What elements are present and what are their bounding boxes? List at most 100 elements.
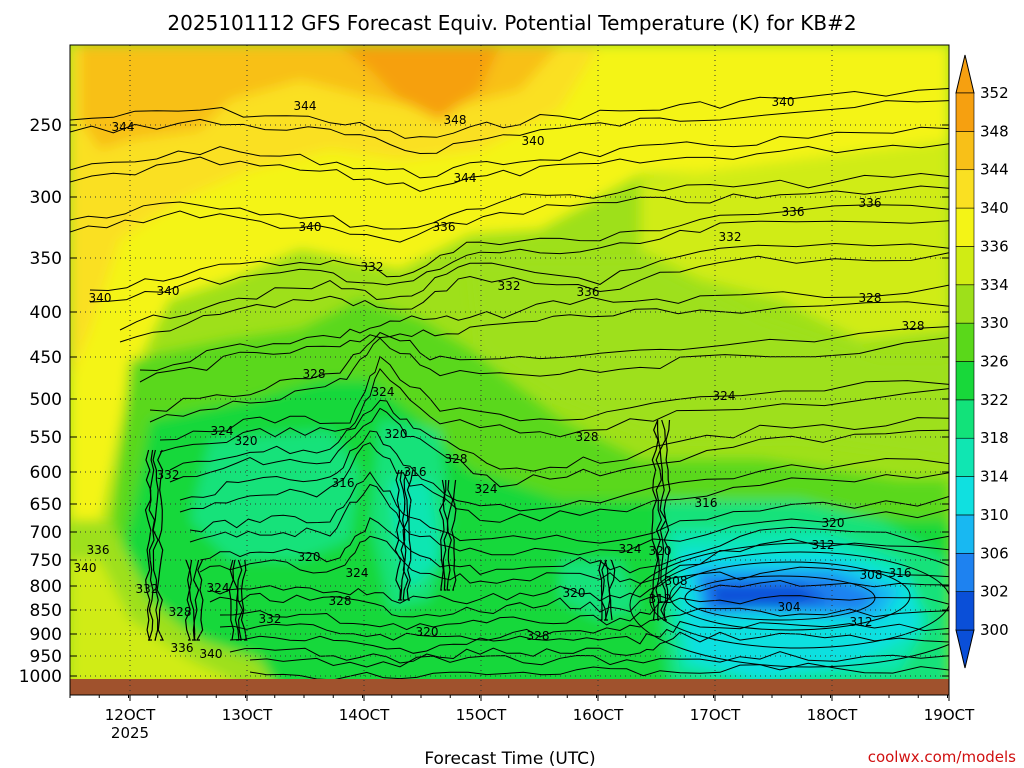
x-axis-title: Forecast Time (UTC) xyxy=(424,749,595,768)
colorbar-level-label: 326 xyxy=(980,353,1009,371)
y-tick-label: 750 xyxy=(30,551,62,571)
contour-label: 332 xyxy=(498,279,521,293)
contour-line xyxy=(189,471,949,544)
contour-label: 312 xyxy=(649,592,672,606)
contour-line xyxy=(229,631,949,664)
gridlines xyxy=(70,45,949,695)
svg-text:316: 316 xyxy=(889,566,912,580)
contour-line xyxy=(228,559,235,641)
contour-label: 336 xyxy=(782,205,805,219)
svg-text:328: 328 xyxy=(902,319,925,333)
contour-label: 344 xyxy=(294,99,317,113)
svg-text:320: 320 xyxy=(385,427,408,441)
svg-text:336: 336 xyxy=(171,641,194,655)
contour-line xyxy=(236,559,244,641)
x-tick-label: 19OCT xyxy=(924,706,975,724)
svg-text:312: 312 xyxy=(812,538,835,552)
contour-line xyxy=(195,559,204,641)
svg-text:312: 312 xyxy=(850,615,873,629)
contour-line xyxy=(199,517,949,575)
contour-line xyxy=(402,469,409,601)
colorbar-segment xyxy=(955,207,975,247)
contour-label: 312 xyxy=(812,538,835,552)
contour-line xyxy=(149,326,949,412)
contour-label: 340 xyxy=(157,284,180,298)
contour-line xyxy=(649,551,949,649)
x-axis: 12OCT 13OCT 14OCT 15OCT 16OCT 17OCT 18OCT 19OCT xyxy=(69,695,975,724)
svg-text:324: 324 xyxy=(211,424,234,438)
contour-line xyxy=(446,479,454,591)
contour-line xyxy=(184,559,191,641)
contour-label: 332 xyxy=(259,612,282,626)
svg-text:340: 340 xyxy=(74,561,97,575)
field-region xyxy=(70,560,240,695)
contour-label: 348 xyxy=(444,113,467,127)
contour-label: 340 xyxy=(772,95,795,109)
svg-text:320: 320 xyxy=(416,625,439,639)
contour-label: 304 xyxy=(778,600,801,614)
contour-line xyxy=(240,559,248,641)
colorbar-segment xyxy=(955,514,975,554)
colorbar-level-label: 310 xyxy=(980,506,1009,524)
contour-line xyxy=(192,559,200,641)
svg-text:340: 340 xyxy=(157,284,180,298)
contour-line xyxy=(442,479,449,591)
svg-text:324: 324 xyxy=(619,542,642,556)
contour-line xyxy=(629,542,949,668)
colorbar-level-label: 306 xyxy=(980,544,1009,562)
y-tick-label: 450 xyxy=(30,348,62,368)
contour-line xyxy=(179,430,949,512)
colorbar-segment xyxy=(955,246,975,286)
contour-label: 332 xyxy=(361,260,384,274)
svg-text:344: 344 xyxy=(112,120,135,134)
colorbar-level-label: 336 xyxy=(980,237,1009,255)
svg-text:332: 332 xyxy=(157,468,180,482)
contour-line xyxy=(152,449,159,641)
contour-label: 320 xyxy=(563,586,586,600)
contour-label: 316 xyxy=(404,465,427,479)
y-tick-label: 950 xyxy=(30,647,62,667)
contour-label: 320 xyxy=(298,550,321,564)
contour-line xyxy=(406,469,414,601)
contour-line xyxy=(399,469,406,601)
contour-line xyxy=(249,651,949,668)
colorbar-segment xyxy=(955,169,975,209)
y-tick-label: 350 xyxy=(30,249,62,269)
x-tick-label: 17OCT xyxy=(690,706,741,724)
contour-line xyxy=(119,242,949,331)
svg-text:328: 328 xyxy=(169,605,192,619)
contour-line xyxy=(149,337,949,423)
svg-text:332: 332 xyxy=(259,612,282,626)
svg-text:340: 340 xyxy=(200,647,223,661)
contour-label: 340 xyxy=(522,134,545,148)
contour-label: 316 xyxy=(889,566,912,580)
colorbar-segment xyxy=(955,591,975,631)
contour-label: 336 xyxy=(859,196,882,210)
contour-label: 340 xyxy=(299,220,322,234)
contour-line xyxy=(70,172,949,230)
contour-line xyxy=(651,419,659,621)
colorbar-level-label: 344 xyxy=(980,161,1009,179)
contour-label: 324 xyxy=(211,424,234,438)
contour-label: 328 xyxy=(576,430,599,444)
contour-label: 328 xyxy=(902,319,925,333)
colorbar-level-label: 352 xyxy=(980,84,1009,102)
contour-line xyxy=(219,607,949,641)
y-tick-label: 300 xyxy=(30,188,62,208)
contour-label: 332 xyxy=(719,230,742,244)
contour-label: 336 xyxy=(87,543,110,557)
colorbar-level-label: 334 xyxy=(980,276,1009,294)
svg-text:308: 308 xyxy=(860,568,883,582)
contour-line xyxy=(169,407,949,488)
field-region xyxy=(70,45,949,600)
field-region xyxy=(70,45,600,380)
x-tick-label: 18OCT xyxy=(807,706,858,724)
contour-line xyxy=(139,284,949,372)
contour-label: 320 xyxy=(385,427,408,441)
contour-line xyxy=(159,355,949,441)
contour-label: 320 xyxy=(649,544,672,558)
svg-text:332: 332 xyxy=(361,260,384,274)
svg-text:328: 328 xyxy=(859,291,882,305)
contour-line xyxy=(451,479,457,591)
colorbar-level-label: 300 xyxy=(980,621,1009,639)
